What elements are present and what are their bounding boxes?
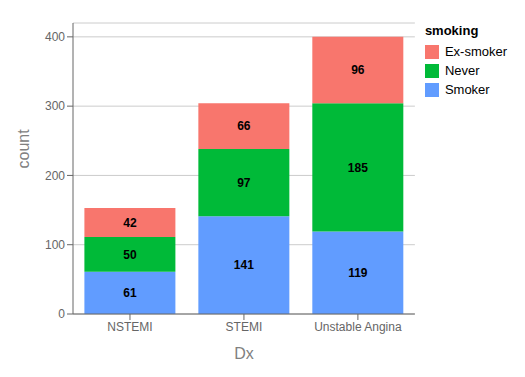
svg-text:STEMI: STEMI <box>226 320 263 334</box>
svg-text:400: 400 <box>45 30 65 44</box>
svg-text:97: 97 <box>237 176 251 190</box>
svg-text:185: 185 <box>348 161 368 175</box>
html-text:smoking: smoking <box>424 23 479 38</box>
svg-text:141: 141 <box>234 258 254 272</box>
svg-text:96: 96 <box>351 63 365 77</box>
svg-text:200: 200 <box>45 169 65 183</box>
html-text:Ex-smoker: Ex-smoker <box>444 44 507 59</box>
svg-text:Unstable Angina: Unstable Angina <box>314 320 402 334</box>
html-text:Never: Never <box>444 63 480 78</box>
svg-text:61: 61 <box>123 286 137 300</box>
svg-text:50: 50 <box>123 248 137 262</box>
svg-text:66: 66 <box>237 119 251 133</box>
svg-text:count: count <box>15 129 32 169</box>
svg-text:0: 0 <box>58 307 65 321</box>
svg-text:42: 42 <box>123 216 137 230</box>
html-text:Smoker: Smoker <box>444 82 490 97</box>
svg-text:Dx: Dx <box>234 345 254 362</box>
svg-text:100: 100 <box>45 238 65 252</box>
svg-text:119: 119 <box>348 266 368 280</box>
svg-text:NSTEMI: NSTEMI <box>107 320 152 334</box>
svg-text:300: 300 <box>45 99 65 113</box>
